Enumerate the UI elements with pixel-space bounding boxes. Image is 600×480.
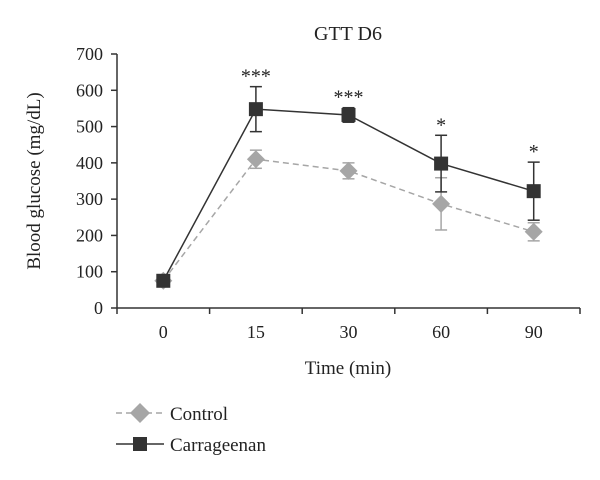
data-point (246, 150, 265, 169)
series-line-control (162, 158, 534, 282)
significance-label: * (436, 114, 446, 136)
legend-item-carrageenan: Carrageenan (116, 435, 266, 456)
y-tick-label: 500 (76, 117, 103, 137)
x-tick-label: 30 (340, 322, 358, 342)
x-ticks: 0 15 30 60 90 (116, 308, 581, 342)
x-axis-label: Time (min) (305, 358, 391, 379)
legend-item-control: Control (116, 403, 228, 425)
series-layer (154, 85, 543, 290)
x-axis: 0 15 30 60 90 (116, 307, 581, 342)
y-tick-label: 200 (76, 225, 103, 245)
series-control (154, 149, 543, 290)
y-tick-label: 700 (76, 44, 103, 64)
y-tick-label: 600 (76, 80, 103, 100)
y-tick-label: 400 (76, 153, 103, 173)
data-point (156, 273, 171, 288)
legend-carrageenan-marker (133, 437, 147, 451)
significance-label: *** (334, 87, 364, 109)
x-tick-label: 90 (525, 322, 543, 342)
x-tick-label: 0 (159, 322, 168, 342)
significance-label: *** (241, 66, 271, 88)
chart-title: GTT D6 (314, 23, 382, 45)
data-point (432, 194, 451, 213)
data-point (339, 161, 358, 180)
y-tick-label: 0 (94, 298, 103, 318)
x-tick-label: 60 (432, 322, 450, 342)
legend-carrageenan-label: Carrageenan (170, 435, 266, 456)
y-axis-label: Blood glucose (mg/dL) (24, 92, 45, 269)
data-point (341, 107, 356, 122)
data-point (248, 102, 263, 117)
significance-label: * (529, 141, 539, 163)
series-carrageenan (156, 85, 541, 288)
data-point (434, 156, 449, 171)
y-tick-label: 300 (76, 189, 103, 209)
y-tick-label: 100 (76, 262, 103, 282)
y-ticks: 0 100 200 300 400 500 600 700 (76, 44, 117, 318)
y-axis: 0 100 200 300 400 500 600 700 (76, 44, 118, 318)
significance-markers: ******** (241, 66, 539, 163)
legend-control-marker (130, 403, 150, 423)
series-line-carrageenan (162, 108, 534, 282)
data-point (524, 222, 543, 241)
legend: Control Carrageenan (116, 403, 266, 456)
x-tick-label: 15 (247, 322, 265, 342)
legend-control-label: Control (170, 404, 228, 425)
data-point (526, 184, 541, 199)
